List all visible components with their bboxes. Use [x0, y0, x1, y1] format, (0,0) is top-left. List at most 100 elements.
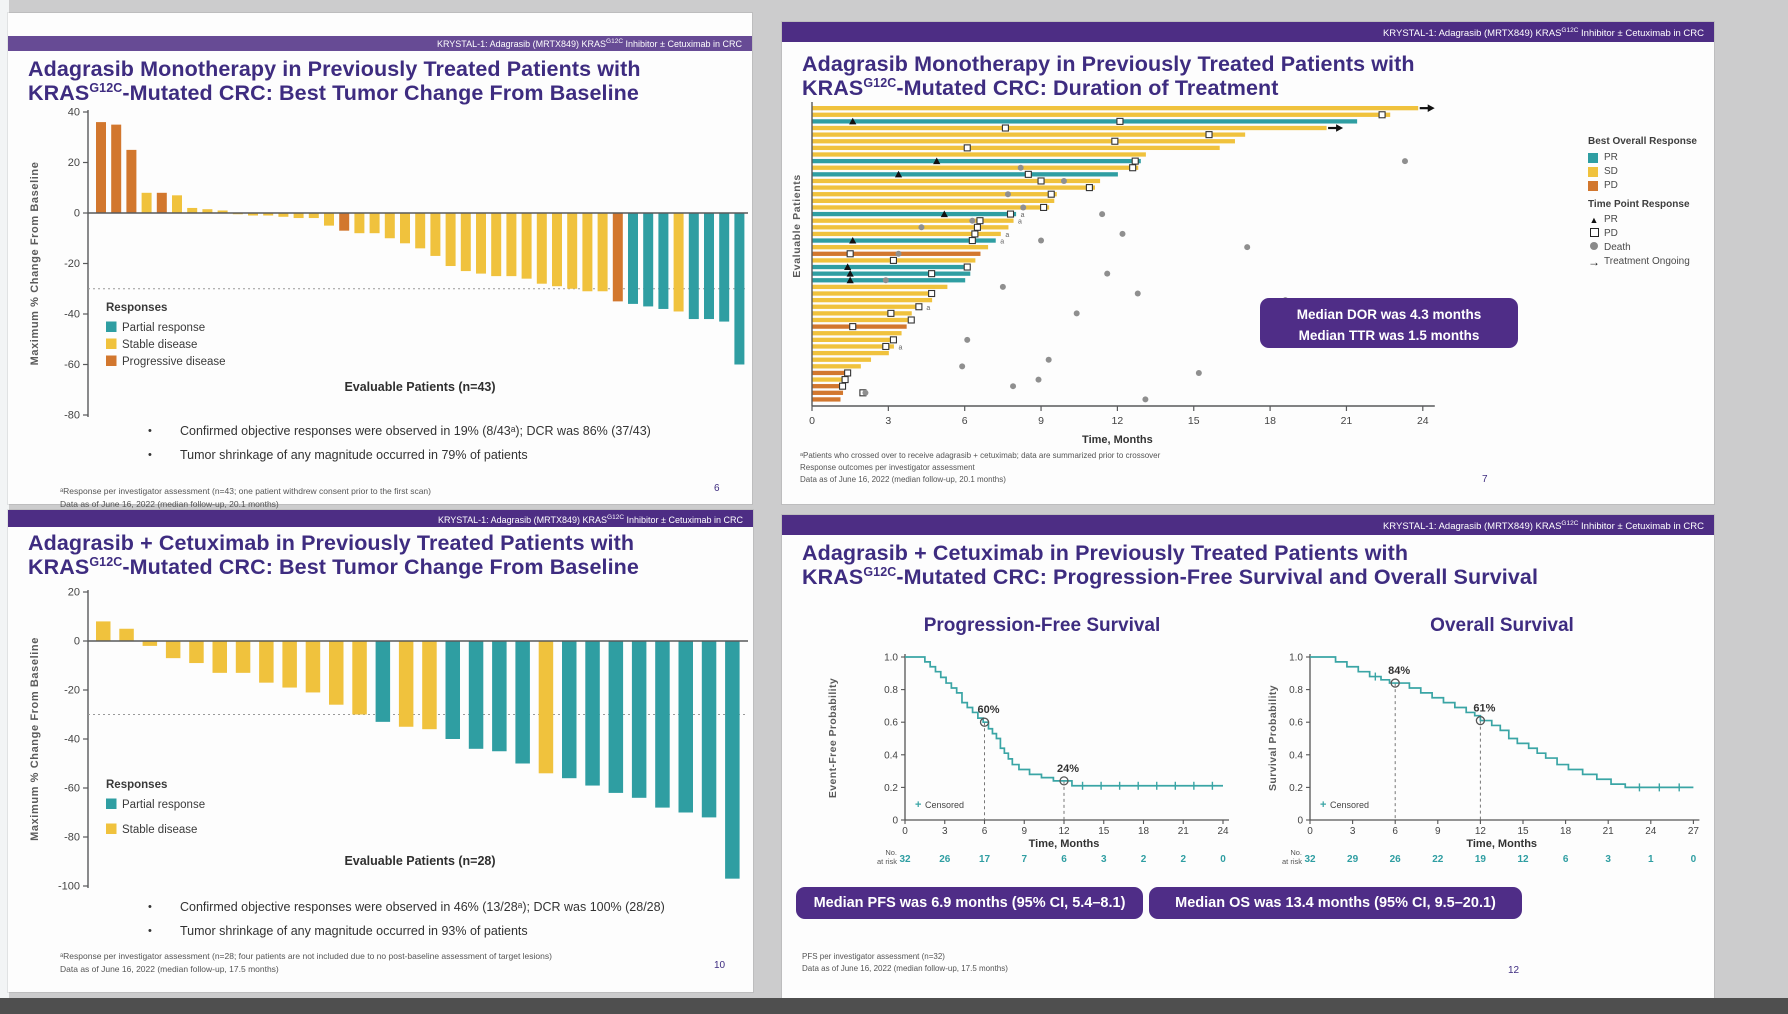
svg-text:9: 9	[1038, 415, 1044, 427]
svg-text:-20: -20	[64, 258, 80, 270]
svg-text:0: 0	[892, 816, 898, 827]
svg-text:Time, Months: Time, Months	[1082, 434, 1153, 446]
svg-text:24: 24	[1417, 415, 1429, 427]
svg-text:Stable disease: Stable disease	[122, 824, 197, 836]
svg-text:17: 17	[979, 854, 991, 865]
median-os-box: Median OS was 13.4 months (95% CI, 9.5–2…	[1149, 887, 1522, 919]
page-number: 10	[714, 960, 726, 971]
svg-text:32: 32	[899, 854, 911, 865]
svg-text:Evaluable Patients: Evaluable Patients	[791, 174, 803, 278]
svg-text:-80: -80	[64, 832, 80, 844]
footnote-line: Data as of June 16, 2022 (median follow-…	[60, 963, 279, 974]
svg-text:-40: -40	[64, 734, 80, 746]
slide-title: Adagrasib + Cetuximab in Previously Trea…	[802, 541, 1539, 590]
svg-text:at risk: at risk	[877, 857, 897, 866]
svg-text:12: 12	[1112, 415, 1124, 427]
legend-item-pd: PD	[1588, 180, 1710, 193]
median-pfs-box: Median PFS was 6.9 months (95% CI, 5.4–8…	[796, 887, 1143, 919]
svg-text:20: 20	[68, 157, 80, 169]
header-text-post: Inhibitor ± Cetuximab in CRC	[1578, 28, 1704, 40]
svg-text:0: 0	[1220, 854, 1226, 865]
footnotes: ᵃPatients who crossed over to receive ad…	[800, 450, 1160, 486]
bullet-dot-icon: •	[148, 449, 152, 461]
header-superscript: G12C	[1561, 27, 1579, 34]
svg-text:24: 24	[1217, 826, 1229, 837]
slide-header-bar: KRYSTAL-1: Adagrasib (MRTX849) KRASG12C …	[8, 510, 753, 527]
legend-item-ongoing: → Treatment Ongoing	[1588, 255, 1690, 269]
svg-text:24: 24	[1645, 826, 1657, 837]
svg-text:-60: -60	[64, 783, 80, 795]
bullet-list: • Confirmed objective responses were obse…	[148, 900, 665, 948]
header-text-post: Inhibitor ± Cetuximab in CRC	[623, 39, 742, 49]
svg-text:Evaluable Patients (n=28): Evaluable Patients (n=28)	[344, 854, 495, 868]
svg-text:6: 6	[1563, 854, 1569, 865]
footnote-line: ᵃResponse per investigator assessment (n…	[60, 486, 431, 496]
svg-text:a: a	[898, 344, 902, 351]
svg-text:a: a	[1018, 219, 1022, 226]
slide-title: Adagrasib Monotherapy in Previously Trea…	[802, 52, 1415, 101]
header-text: KRYSTAL-1: Adagrasib (MRTX849) KRAS	[437, 515, 608, 525]
slide-header-bar: KRYSTAL-1: Adagrasib (MRTX849) KRASG12C …	[782, 515, 1714, 535]
svg-text:3: 3	[885, 415, 891, 427]
svg-text:-60: -60	[64, 359, 80, 371]
waterfall-chart-combination: 20 0 -20 -40 -60 -80 -100 Maximum % Change From…	[29, 587, 748, 893]
svg-text:0.2: 0.2	[884, 783, 898, 794]
page-number: 6	[714, 483, 720, 494]
footnote-line: Response outcomes per investigator asses…	[800, 463, 975, 472]
bullet-dot-icon: •	[148, 901, 152, 913]
slide-monotherapy-swimmer: KRYSTAL-1: Adagrasib (MRTX849) KRASG12C …	[782, 22, 1714, 504]
svg-text:+: +	[915, 799, 921, 811]
header-text: KRYSTAL-1: Adagrasib (MRTX849) KRAS	[1382, 28, 1562, 40]
svg-text:Responses: Responses	[106, 779, 167, 791]
footnote-line: Data as of June 16, 2022 (median follow-…	[800, 475, 1006, 484]
bars	[96, 621, 740, 879]
svg-text:3: 3	[1605, 854, 1611, 865]
svg-text:15: 15	[1517, 826, 1529, 837]
km-plot: 0 0.2 0.4 0.6 0.8 1.0 0 3 6 9 12 15 18 21 24 27 Survival…	[1267, 653, 1700, 866]
arrow-icon: →	[1588, 255, 1600, 269]
svg-text:0.4: 0.4	[884, 750, 898, 761]
os-heading: Overall Survival	[1430, 615, 1574, 636]
pd-swatch-icon	[1588, 181, 1598, 191]
footnote-line: Data as of June 16, 2022 (median follow-…	[802, 964, 1008, 973]
left-margin-strip	[0, 0, 9, 998]
svg-text:a: a	[1005, 232, 1009, 239]
svg-text:21: 21	[1341, 415, 1353, 427]
svg-text:60%: 60%	[977, 704, 999, 716]
legend: Responses Partial response Stable disease	[106, 779, 205, 836]
header-text: KRYSTAL-1: Adagrasib (MRTX849) KRAS	[436, 39, 607, 49]
svg-text:-100: -100	[58, 881, 80, 893]
svg-text:1.0: 1.0	[1289, 653, 1303, 664]
footnotes: ᵃResponse per investigator assessment (n…	[60, 485, 431, 511]
legend-item-sd: SD	[1588, 166, 1710, 179]
svg-text:Partial response: Partial response	[122, 799, 205, 811]
waterfall-chart-monotherapy: 40 20 0 -20 -40 -60 -80 Maximum % Change From B…	[29, 107, 748, 422]
bullet-item: • Tumor shrinkage of any magnitude occurr…	[148, 924, 528, 938]
svg-text:3: 3	[1350, 826, 1356, 837]
svg-text:Maximum % Change From Baseline: Maximum % Change From Baseline	[29, 637, 41, 841]
svg-text:1.0: 1.0	[884, 653, 898, 664]
sd-swatch-icon	[1588, 167, 1598, 177]
svg-text:Maximum % Change From Baseline: Maximum % Change From Baseline	[29, 162, 41, 366]
bullet-dot-icon: •	[148, 425, 152, 437]
footnotes: PFS per investigator assessment (n=32) D…	[802, 951, 1008, 975]
slide-header-bar: KRYSTAL-1: Adagrasib (MRTX849) KRASG12C …	[8, 36, 752, 51]
svg-text:Stable disease: Stable disease	[122, 339, 197, 351]
footnote-line: ᵃResponse per investigator assessment (n…	[60, 951, 552, 961]
svg-text:26: 26	[1390, 854, 1402, 865]
legend: Responses Partial response Stable disease P…	[106, 302, 226, 368]
page-number: 12	[1508, 965, 1520, 976]
waterfall-plot: 40 20 0 -20 -40 -60 -80 Maximum % Change From B…	[29, 107, 748, 422]
slide-header-bar: KRYSTAL-1: Adagrasib (MRTX849) KRASG12C …	[782, 22, 1714, 42]
bullet-dot-icon: •	[148, 925, 152, 937]
svg-text:19: 19	[1475, 854, 1487, 865]
svg-text:0.2: 0.2	[1289, 783, 1303, 794]
svg-text:40: 40	[68, 107, 80, 119]
pfs-heading: Progression-Free Survival	[923, 615, 1161, 636]
svg-text:0: 0	[902, 826, 908, 837]
svg-text:0.8: 0.8	[1289, 685, 1303, 696]
svg-text:9: 9	[1435, 826, 1441, 837]
bullet-item: • Confirmed objective responses were obse…	[148, 900, 665, 914]
